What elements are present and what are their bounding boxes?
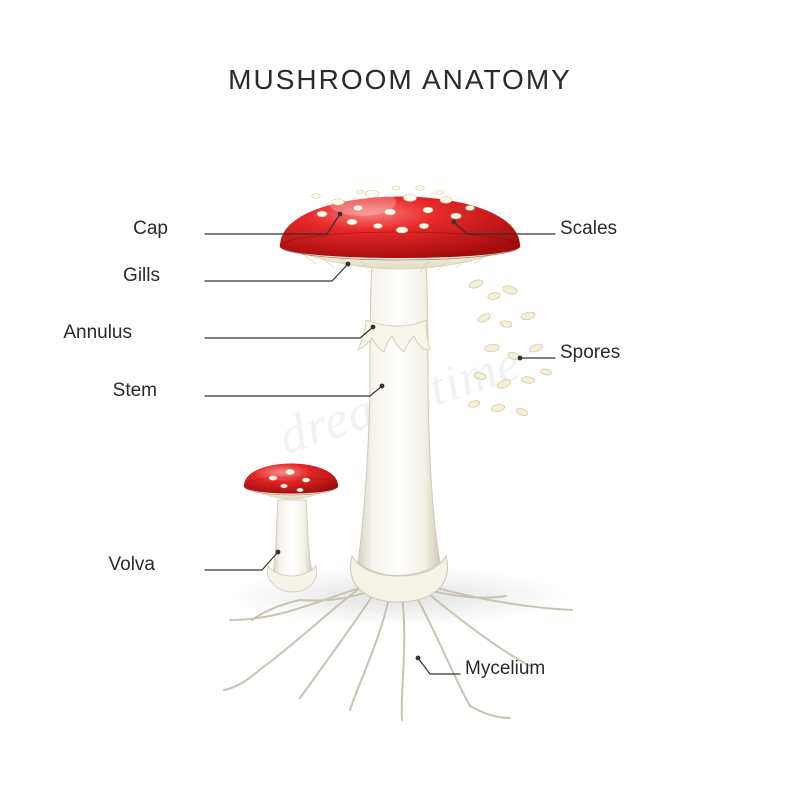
label-volva: Volva [109, 554, 155, 576]
main-mushroom [280, 186, 520, 602]
label-stem: Stem [113, 380, 157, 402]
label-annulus: Annulus [63, 322, 132, 344]
label-mycelium: Mycelium [465, 658, 545, 680]
label-scales: Scales [560, 218, 617, 240]
label-spores: Spores [560, 342, 620, 364]
label-cap: Cap [133, 218, 168, 240]
spores-group [468, 278, 552, 417]
label-gills: Gills [123, 265, 160, 287]
